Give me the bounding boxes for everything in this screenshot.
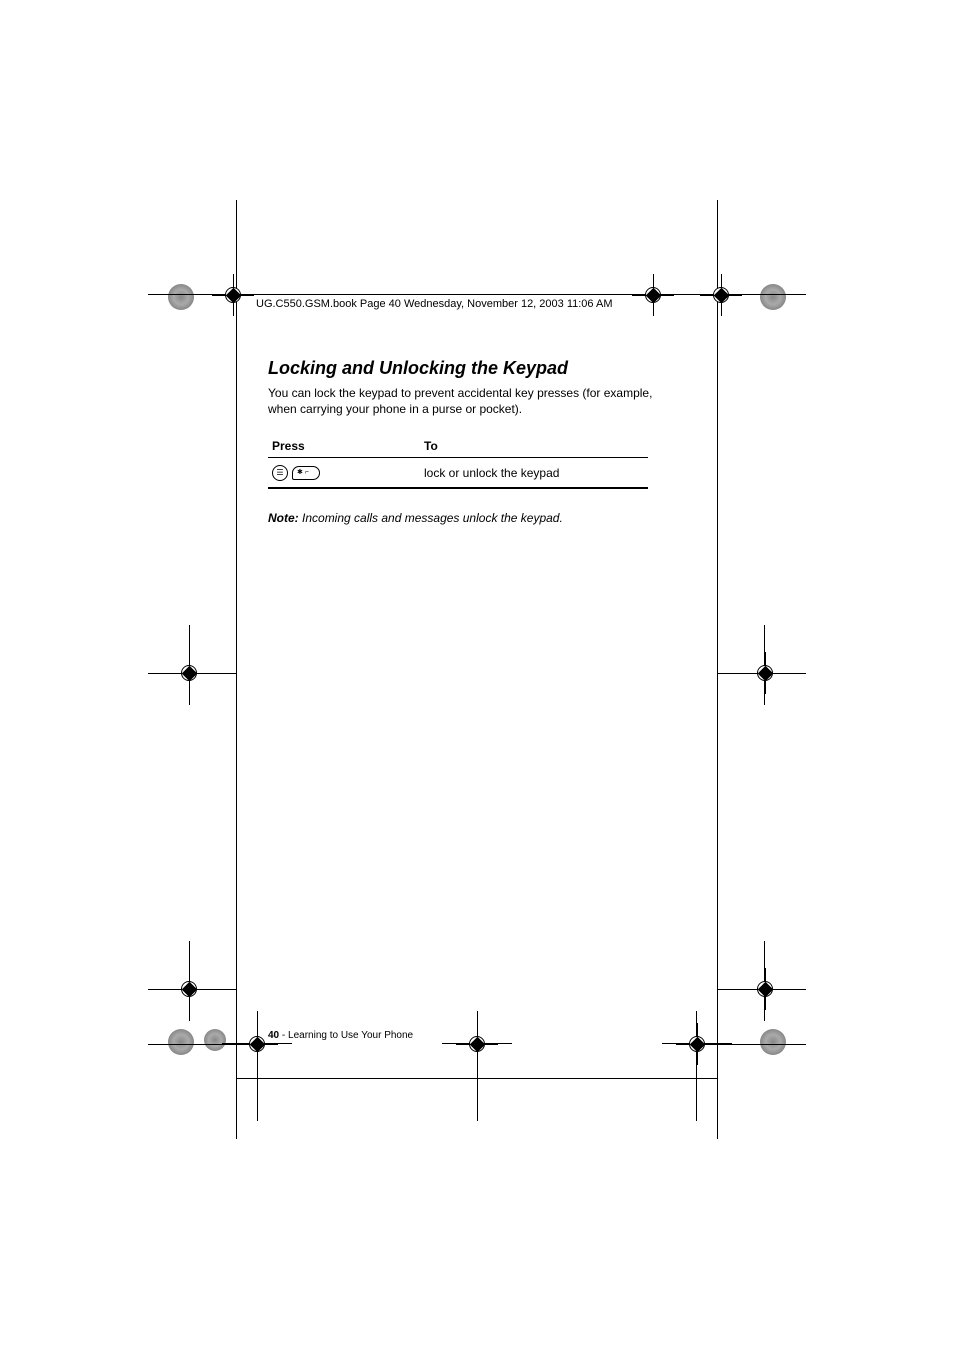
- crop-mark: [236, 200, 237, 260]
- registration-mark: [684, 1031, 710, 1057]
- table-cell-action: lock or unlock the keypad: [420, 458, 648, 489]
- note-body: Incoming calls and messages unlock the k…: [299, 511, 563, 525]
- table-row: ☰ ✱ ⌐ lock or unlock the keypad: [268, 458, 648, 489]
- page-header-text: UG.C550.GSM.book Page 40 Wednesday, Nove…: [256, 298, 613, 310]
- keypad-instructions-table: Press To ☰ ✱ ⌐ lock or unlock the keypad: [268, 435, 648, 489]
- crop-mark: [717, 1079, 718, 1139]
- registration-mark: [640, 282, 666, 308]
- content-area: Locking and Unlocking the Keypad You can…: [268, 358, 668, 525]
- crop-mark: [718, 1044, 806, 1045]
- table-header-to: To: [420, 435, 648, 458]
- registration-mark: [220, 282, 246, 308]
- corner-decoration-tr: [760, 284, 786, 310]
- page-frame-right: [717, 260, 718, 1079]
- footer-separator: -: [279, 1030, 288, 1041]
- crop-extend: [257, 1011, 258, 1121]
- table-header-press: Press: [268, 435, 420, 458]
- table-cell-keys: ☰ ✱ ⌐: [268, 458, 420, 489]
- corner-decoration-bl: [168, 1029, 194, 1055]
- menu-key-icon: ☰: [272, 465, 288, 481]
- corner-decoration-bl2: [204, 1029, 226, 1051]
- page-frame-left: [236, 260, 237, 1079]
- note-label: Note:: [268, 511, 299, 525]
- section-title: Locking and Unlocking the Keypad: [268, 358, 668, 379]
- crop-extend: [477, 1011, 478, 1121]
- corner-decoration-br: [760, 1029, 786, 1055]
- section-body: You can lock the keypad to prevent accid…: [268, 385, 668, 417]
- note-text: Note: Incoming calls and messages unlock…: [268, 511, 668, 525]
- star-key-icon: ✱ ⌐: [292, 466, 320, 480]
- registration-mark: [708, 282, 734, 308]
- page-number: 40: [268, 1030, 279, 1041]
- footer-section-name: Learning to Use Your Phone: [288, 1030, 413, 1041]
- crop-mark: [236, 1079, 237, 1139]
- crop-mark: [717, 200, 718, 260]
- corner-decoration-tl: [168, 284, 194, 310]
- page-footer: 40 - Learning to Use Your Phone: [268, 1030, 413, 1041]
- crop-mark: [148, 1044, 236, 1045]
- crop-extend: [696, 1011, 697, 1121]
